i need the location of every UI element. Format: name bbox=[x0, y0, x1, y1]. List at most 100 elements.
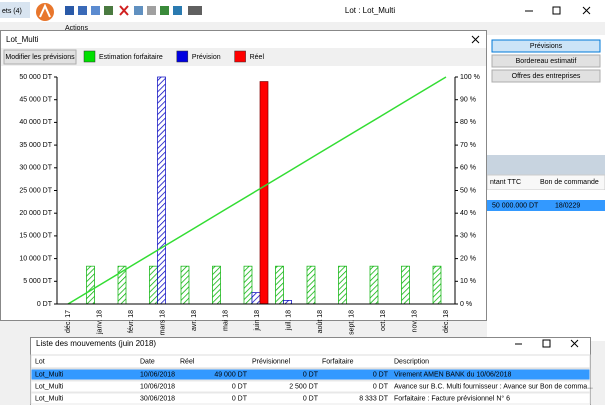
x-tick-label: sept. 18 bbox=[348, 310, 355, 335]
logo-mark bbox=[39, 3, 51, 18]
table-cell: Avance sur B.C. Multi fournisseur : Avan… bbox=[394, 383, 593, 390]
grid-cell: 18/0229 bbox=[555, 202, 580, 209]
y-tick-label: 10 000 DT bbox=[19, 255, 52, 262]
right-panel bbox=[487, 35, 605, 155]
title-bar bbox=[0, 0, 605, 22]
table-cell: 0 DT bbox=[303, 395, 319, 402]
side-button[interactable] bbox=[491, 69, 601, 83]
legend-swatch bbox=[234, 50, 246, 63]
y2-tick-label: 0 % bbox=[460, 301, 472, 308]
grid-band bbox=[487, 155, 605, 175]
table-cell: 10/06/2018 bbox=[140, 383, 175, 390]
x-tick-label: avr. 18 bbox=[191, 310, 198, 331]
bar bbox=[86, 265, 95, 305]
modify-button[interactable] bbox=[3, 49, 77, 65]
table-cell: 30/06/2018 bbox=[140, 395, 175, 402]
bar bbox=[283, 300, 292, 305]
y2-tick-label: 60 % bbox=[460, 165, 476, 172]
table-cell: Forfaitaire : Facture prévisionnel N° 6 bbox=[394, 394, 510, 402]
table-cell: Virement AMEN BANK du 10/06/2018 bbox=[394, 371, 511, 378]
table-header bbox=[30, 354, 591, 369]
movements-title: Liste des mouvements (juin 2018) bbox=[36, 339, 156, 348]
table-header-cell: Date bbox=[140, 358, 155, 365]
legend-swatch bbox=[176, 50, 189, 63]
y-tick-label: 5 000 DT bbox=[23, 278, 53, 285]
table-cell: 49 000 DT bbox=[214, 371, 247, 378]
table-cell: 0 DT bbox=[373, 371, 389, 378]
actions-label: Actions bbox=[65, 25, 88, 32]
x-tick-label: déc. 18 bbox=[443, 310, 450, 333]
window-controls[interactable] bbox=[525, 6, 591, 15]
chart-window-close[interactable] bbox=[471, 35, 480, 44]
y2-tick-label: 40 % bbox=[460, 210, 476, 217]
legend-label: Prévision bbox=[192, 54, 221, 61]
bar bbox=[369, 265, 379, 305]
bar bbox=[157, 76, 166, 305]
table-row[interactable] bbox=[30, 392, 591, 405]
bar bbox=[180, 265, 190, 305]
y2-tick-label: 70 % bbox=[460, 142, 476, 149]
x-tick-label: mars 18 bbox=[159, 310, 166, 335]
y-tick-label: 40 000 DT bbox=[19, 119, 52, 126]
grid-filter-row bbox=[487, 190, 605, 200]
table-cell: 10/06/2018 bbox=[140, 371, 175, 378]
table-cell: 0 DT bbox=[232, 383, 248, 390]
grid-body bbox=[487, 211, 605, 341]
table-cell: Lot_Multi bbox=[35, 383, 64, 390]
x-tick-label: janv. 18 bbox=[96, 310, 103, 335]
grid-selected-row[interactable] bbox=[487, 200, 605, 211]
y-tick-label: 0 DT bbox=[37, 301, 53, 308]
bar bbox=[243, 265, 253, 305]
tab-label: ets (4) bbox=[2, 8, 22, 15]
bar bbox=[149, 265, 158, 305]
x-tick-label: août 18 bbox=[317, 310, 324, 333]
y-tick-label: 20 000 DT bbox=[19, 210, 52, 217]
table-cell: Lot_Multi bbox=[35, 395, 64, 402]
x-tick-label: oct. 18 bbox=[380, 310, 387, 331]
legend-swatch bbox=[83, 50, 96, 63]
table-cell: 0 DT bbox=[373, 383, 389, 390]
y2-tick-label: 50 % bbox=[460, 187, 476, 194]
x-tick-label: déc. 17 bbox=[65, 310, 72, 333]
y2-tick-label: 100 % bbox=[460, 74, 480, 81]
table-header-cell: Lot bbox=[35, 358, 45, 365]
cumulative-line bbox=[67, 76, 447, 305]
y-tick-label: 25 000 DT bbox=[19, 187, 52, 194]
chart-window-title: Lot_Multi bbox=[6, 35, 39, 44]
window-title: Lot : Lot_Multi bbox=[345, 6, 395, 15]
legend-label: Estimation forfaitaire bbox=[99, 54, 163, 61]
bar bbox=[401, 265, 410, 305]
side-button[interactable] bbox=[491, 39, 601, 53]
bar bbox=[432, 265, 442, 305]
y-tick-label: 50 000 DT bbox=[19, 74, 52, 81]
bar bbox=[338, 265, 347, 305]
bar bbox=[212, 265, 221, 305]
x-tick-label: févr. 18 bbox=[128, 310, 135, 333]
y2-tick-label: 90 % bbox=[460, 97, 476, 104]
bar bbox=[275, 265, 284, 305]
legend-label: Réel bbox=[250, 54, 265, 61]
grid-header-cell: ntant TTC bbox=[490, 179, 521, 186]
y2-tick-label: 80 % bbox=[460, 119, 476, 126]
bar bbox=[259, 81, 269, 305]
table-cell: 8 333 DT bbox=[359, 395, 389, 402]
y2-tick-label: 30 % bbox=[460, 233, 476, 240]
tab[interactable] bbox=[0, 2, 30, 18]
y-tick-label: 15 000 DT bbox=[19, 233, 52, 240]
table-row[interactable] bbox=[30, 368, 591, 381]
table-cell: 0 DT bbox=[232, 395, 248, 402]
side-button-label: Bordereau estimatif bbox=[516, 58, 577, 65]
modify-button-label: Modifier les prévisions bbox=[5, 54, 75, 61]
grid-header-cell: Bon de commande bbox=[540, 179, 599, 186]
movements-controls[interactable] bbox=[515, 339, 579, 348]
table-header-cell: Réel bbox=[180, 358, 195, 365]
side-button[interactable] bbox=[491, 54, 601, 68]
y2-tick-label: 10 % bbox=[460, 278, 476, 285]
table-row[interactable] bbox=[30, 380, 591, 393]
x-tick-label: mai 18 bbox=[222, 310, 229, 331]
table-header-cell: Prévisionnel bbox=[252, 358, 291, 365]
bar bbox=[251, 292, 261, 305]
y2-tick-label: 20 % bbox=[460, 255, 476, 262]
table-header-cell: Description bbox=[394, 358, 429, 365]
